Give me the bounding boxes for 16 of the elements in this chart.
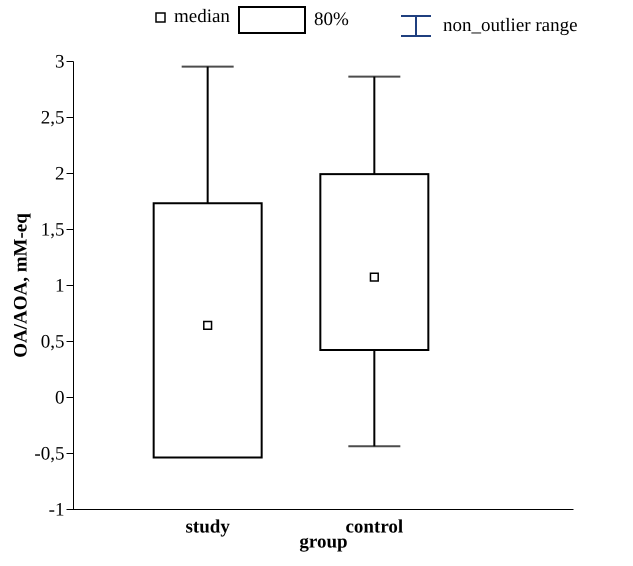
y-axis-title: OA/AOA, mM-eq (10, 212, 32, 358)
y-tick-label: 2 (55, 164, 64, 184)
x-tick-label: study (185, 516, 230, 538)
y-tick-label: 1,5 (40, 220, 64, 240)
text: non_outlier range (443, 15, 578, 37)
y-tick-label: -0,5 (34, 444, 64, 464)
y-tick-label: 3 (55, 52, 64, 72)
y-tick-label: 0 (55, 388, 64, 408)
y-tick-label: 2,5 (40, 108, 64, 128)
x-tick-label: control (345, 516, 404, 538)
text: median (174, 6, 230, 28)
y-tick-label: -1 (48, 500, 64, 520)
text: 80% (314, 9, 349, 31)
y-tick-label: 1 (55, 276, 64, 296)
x-axis-title: group (299, 532, 348, 552)
y-tick-label: 0,5 (40, 332, 64, 352)
